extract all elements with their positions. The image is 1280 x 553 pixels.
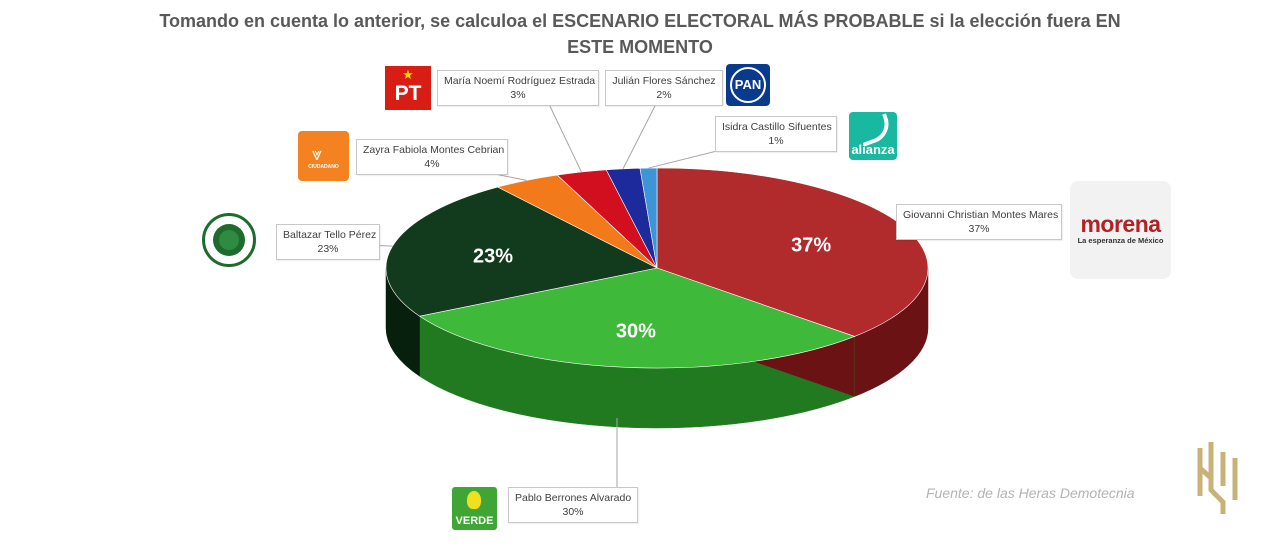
callout-name: Pablo Berrones Alvarado	[515, 492, 632, 504]
callout-isidra-castillo: Isidra Castillo Sifuentes 1%	[715, 116, 837, 152]
pri-logo	[202, 213, 258, 269]
pri-emblem-icon	[202, 213, 256, 267]
source-note: Fuente: de las Heras Demotecnia	[926, 485, 1135, 501]
morena-logo-subtitle: La esperanza de México	[1077, 236, 1164, 245]
callout-value: 37%	[968, 223, 990, 235]
callout-name: Julián Flores Sánchez	[612, 75, 716, 87]
pie-slice-1	[418, 267, 856, 369]
star-icon: ★	[402, 67, 414, 82]
pie-data-label-2: 23%	[473, 245, 513, 267]
callout-name: Isidra Castillo Sifuentes	[722, 121, 832, 133]
callout-name: Zayra Fabiola Montes Cebrian	[363, 144, 505, 156]
callout-name: Baltazar Tello Pérez	[283, 229, 377, 241]
callout-value: 4%	[424, 158, 440, 170]
pie-slice-2	[385, 186, 658, 317]
callout-value: 30%	[562, 506, 584, 518]
nueva-alianza-logo-text: alianza	[851, 142, 895, 157]
pan-logo-text: PAN	[730, 67, 766, 103]
verde-logo-text: VERDE	[455, 515, 494, 527]
callout-value: 1%	[768, 135, 784, 147]
verde-logo: VERDE	[452, 487, 497, 530]
movimiento-ciudadano-logo-text: CIUDADANO	[308, 164, 339, 170]
pt-logo: ★ PT	[385, 66, 431, 110]
leader-line-5	[622, 101, 658, 170]
pt-logo-text: PT	[394, 82, 422, 105]
demotecnia-logo-icon	[1197, 442, 1238, 514]
leader-line-4	[547, 101, 582, 173]
pan-logo: PAN	[726, 64, 770, 106]
callout-name: María Noemí Rodríguez Estrada	[444, 75, 596, 87]
callout-baltazar-tello: Baltazar Tello Pérez 23%	[276, 224, 380, 260]
callout-zayra-fabiola: Zayra Fabiola Montes Cebrian 4%	[356, 139, 508, 175]
eagle-icon: ⩔	[312, 144, 323, 164]
toucan-icon	[467, 491, 481, 509]
callout-value: 23%	[317, 243, 339, 255]
pie-data-label-0: 37%	[791, 234, 831, 256]
pie-slices	[385, 167, 929, 369]
morena-logo-text: morena	[1080, 211, 1161, 237]
callout-giovanni-christian: Giovanni Christian Montes Mares 37%	[896, 204, 1062, 240]
callout-value: 3%	[510, 89, 526, 101]
movimiento-ciudadano-logo: ⩔ CIUDADANO	[298, 131, 349, 181]
nueva-alianza-logo: alianza	[849, 112, 897, 160]
chart-title: Tomando en cuenta lo anterior, se calcul…	[159, 11, 1121, 57]
pie-data-label-1: 30%	[616, 321, 656, 343]
pie-data-labels: 37% 30% 23%	[473, 234, 831, 342]
callout-julian-flores: Julián Flores Sánchez 2%	[605, 70, 723, 106]
callout-name: Giovanni Christian Montes Mares	[903, 209, 1059, 221]
callout-pablo-berrones: Pablo Berrones Alvarado 30%	[508, 487, 638, 523]
callout-value: 2%	[656, 89, 672, 101]
morena-logo: morena La esperanza de México	[1070, 181, 1171, 279]
callout-maria-noemi: María Noemí Rodríguez Estrada 3%	[437, 70, 599, 106]
